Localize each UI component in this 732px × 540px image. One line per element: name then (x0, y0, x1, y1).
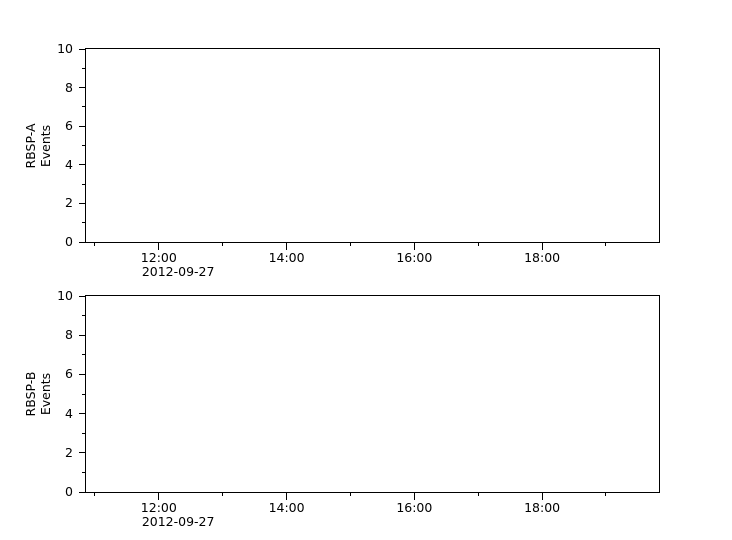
y-major-tick (79, 202, 86, 204)
x-tick-label: 14:00 (268, 500, 305, 515)
x-tick-label: 18:00 (524, 250, 561, 265)
y-tick-label: 2 (65, 444, 73, 460)
panel-rbsp-b: RBSP-B Events 0 2 4 6 8 10 12:00 14:00 16:00 18:0… (0, 288, 732, 529)
x-major-tick (286, 492, 288, 500)
x-major-tick (413, 492, 415, 500)
x-major-tick (541, 242, 543, 250)
x-minor-tick (222, 242, 224, 246)
x-tick-label: 12:00 (140, 250, 177, 265)
y-minor-tick (82, 354, 86, 356)
y-tick-label: 8 (65, 327, 73, 343)
y-minor-tick (82, 183, 86, 185)
x-minor-tick (94, 242, 96, 246)
y-tick-label: 10 (57, 41, 73, 56)
y-minor-tick (82, 222, 86, 224)
y-minor-tick (82, 106, 86, 108)
x-minor-tick (222, 492, 224, 496)
y-tick-label: 10 (57, 288, 73, 303)
y-minor-tick (82, 145, 86, 146)
plot-area-rbsp-b: RBSP-B Events 0 2 4 6 8 10 12:00 14:00 16:00 18:0… (23, 288, 660, 529)
x-major-tick (413, 242, 415, 250)
y-major-tick (79, 295, 86, 297)
y-tick-label: 0 (65, 234, 73, 249)
x-minor-tick (605, 242, 607, 246)
y-major-tick (79, 164, 86, 166)
x-tick-label: 12:00 (140, 500, 177, 515)
panel-rbsp-a: RBSP-A Events 0 2 4 6 8 10 12:00 14:00 16:00 18:0… (0, 41, 732, 279)
y-tick-label: 4 (65, 405, 73, 421)
x-minor-tick (477, 242, 479, 246)
x-tick-label: 18:00 (524, 500, 561, 515)
x-major-tick (286, 242, 288, 250)
y-major-tick (79, 241, 86, 243)
y-tick-label: 6 (65, 118, 73, 134)
plot-area-rbsp-a: RBSP-A Events 0 2 4 6 8 10 12:00 14:00 16:00 18:0… (23, 41, 660, 279)
y-tick-label: 8 (65, 79, 73, 95)
y-axis-label: RBSP-B Events (23, 324, 53, 464)
x-major-tick (541, 492, 543, 500)
y-axis-label-line2: Events (38, 372, 53, 416)
x-major-tick (158, 242, 160, 250)
x-minor-tick (605, 492, 607, 496)
x-date-label: 2012-09-27 (141, 514, 215, 529)
y-axis-label-line1: RBSP-B (23, 371, 38, 417)
y-tick-label: 4 (65, 156, 73, 172)
y-tick-label: 6 (65, 366, 73, 382)
y-minor-tick (82, 471, 86, 473)
y-minor-tick (82, 393, 86, 395)
x-minor-tick (477, 492, 479, 496)
x-date-label: 2012-09-27 (141, 264, 215, 279)
y-tick-label: 2 (65, 195, 73, 211)
y-major-tick (79, 413, 86, 415)
y-major-tick (79, 373, 86, 375)
x-major-tick (158, 492, 160, 500)
x-tick-label: 16:00 (396, 250, 433, 265)
x-minor-tick (349, 492, 351, 496)
y-minor-tick (82, 315, 86, 317)
y-major-tick (79, 491, 86, 493)
y-major-tick (79, 87, 86, 89)
x-minor-tick (349, 242, 351, 246)
x-tick-label: 14:00 (268, 250, 305, 265)
x-minor-tick (94, 492, 96, 496)
y-major-tick (79, 452, 86, 454)
y-major-tick (79, 125, 86, 127)
x-tick-label: 16:00 (396, 500, 433, 515)
y-minor-tick (82, 432, 86, 434)
y-major-tick (79, 48, 86, 50)
y-minor-tick (82, 67, 86, 69)
y-tick-label: 0 (65, 484, 73, 499)
y-major-tick (79, 334, 86, 336)
